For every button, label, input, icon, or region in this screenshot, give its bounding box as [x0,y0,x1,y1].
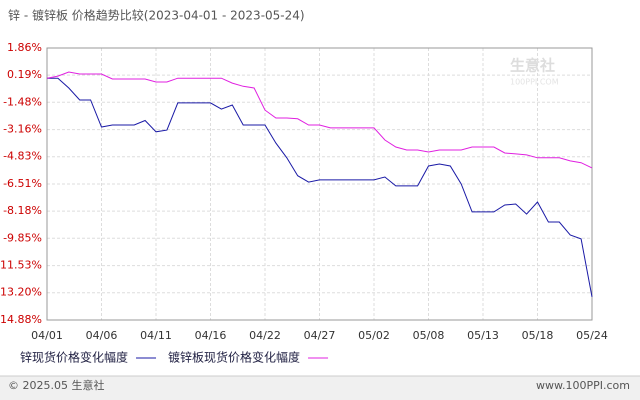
watermark-sub: 100PPI.COM [510,78,559,87]
x-tick-label: 05/08 [413,329,445,342]
x-tick-label: 04/06 [86,329,118,342]
plot-border [46,47,593,321]
y-tick-label: -8.18% [3,204,42,217]
y-tick-label: -14.88% [0,313,42,326]
x-tick-label: 05/02 [358,329,390,342]
watermark: 生意社 [510,57,555,75]
y-tick-label: -6.51% [3,177,42,190]
y-tick-label: -1.48% [3,95,42,108]
y-tick-label: -13.20% [0,286,42,299]
footer-right: www.100PPI.com [536,379,630,392]
x-tick-label: 04/01 [31,329,63,342]
legend-label: 镀锌板现货价格变化幅度 [168,350,300,365]
series-line [47,77,593,297]
y-tick-label: 1.86% [7,41,42,54]
legend-label: 锌现货价格变化幅度 [20,350,128,365]
x-tick-label: 04/16 [195,329,227,342]
series-line [46,71,593,169]
x-tick-label: 05/13 [467,329,499,342]
x-tick-label: 04/11 [140,329,172,342]
y-tick-label: -4.83% [3,150,42,163]
x-tick-label: 05/24 [576,329,608,342]
chart-title: 锌 - 镀锌板 价格趋势比较(2023-04-01 - 2023-05-24) [8,8,305,23]
y-tick-label: -3.16% [3,123,42,136]
x-tick-label: 05/18 [522,329,554,342]
y-tick-label: 0.19% [7,68,42,81]
footer-left: © 2025.05 生意社 [8,378,104,392]
y-tick-label: -9.85% [3,231,42,244]
x-tick-label: 04/27 [304,329,336,342]
x-tick-label: 04/22 [249,329,281,342]
footer-band [0,376,640,400]
y-tick-label: -11.53% [0,259,42,272]
